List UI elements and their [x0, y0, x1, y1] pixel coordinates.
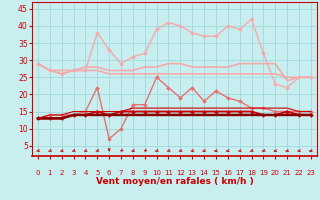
X-axis label: Vent moyen/en rafales ( km/h ): Vent moyen/en rafales ( km/h )	[96, 177, 253, 186]
